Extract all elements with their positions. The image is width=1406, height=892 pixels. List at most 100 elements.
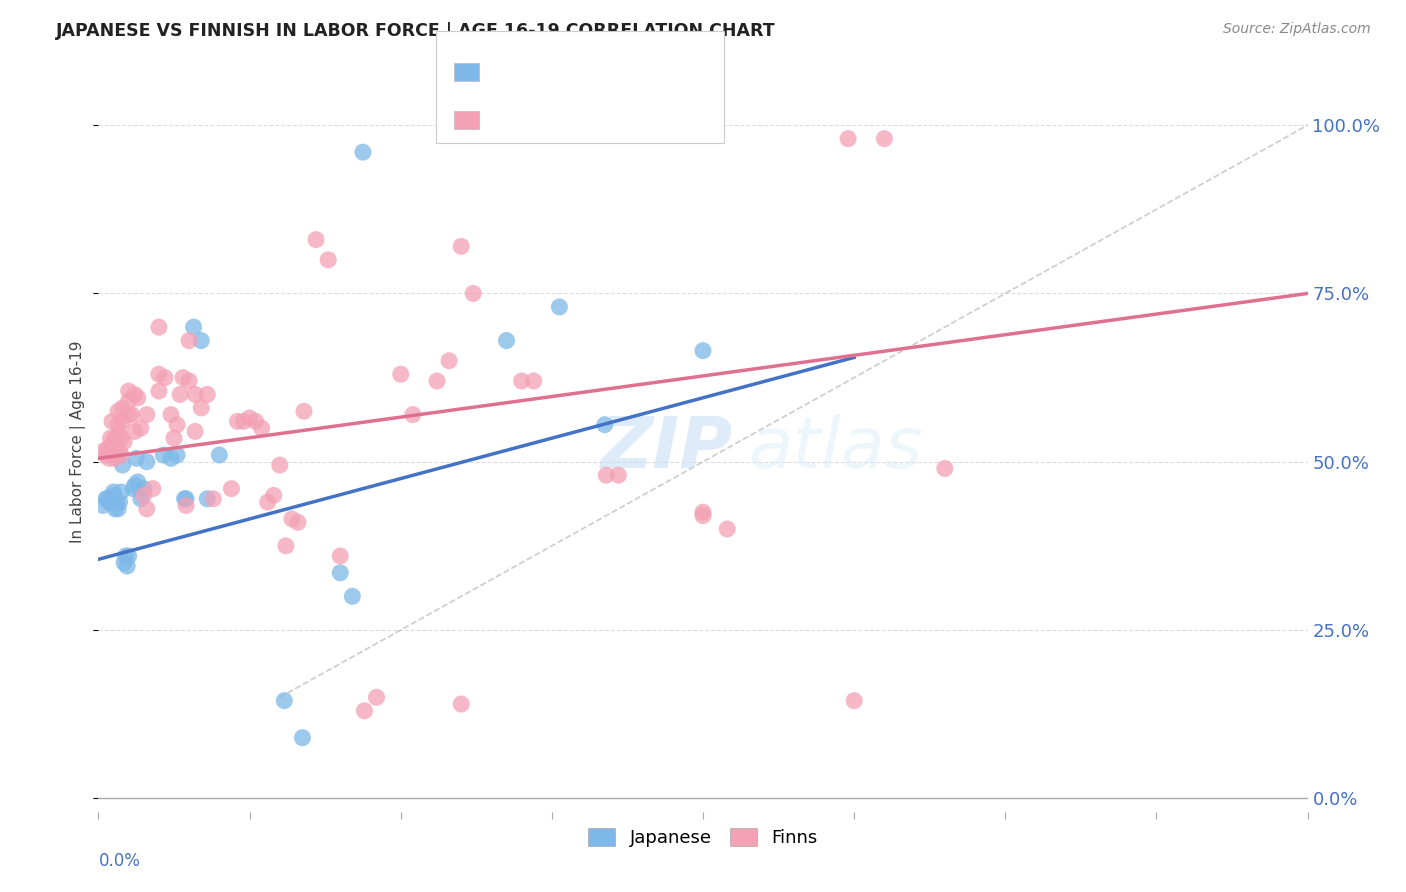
Point: [110, 431, 132, 445]
Point: [692, 505, 714, 519]
Point: [135, 501, 157, 516]
Text: R = 0.275   N = 85: R = 0.275 N = 85: [488, 111, 672, 128]
Point: [163, 431, 186, 445]
Point: [426, 374, 449, 388]
Point: [111, 414, 134, 428]
Point: [129, 421, 152, 435]
Point: [115, 559, 138, 574]
Point: [94, 448, 117, 462]
Point: [129, 491, 152, 506]
Point: [183, 320, 205, 334]
Point: [184, 425, 207, 439]
Point: [274, 539, 297, 553]
Point: [132, 482, 155, 496]
Point: [352, 145, 374, 160]
Point: [105, 431, 128, 445]
Point: [463, 286, 485, 301]
Point: [91, 444, 114, 458]
Text: 0.0%: 0.0%: [98, 853, 141, 871]
Point: [148, 320, 170, 334]
Point: [107, 501, 129, 516]
Point: [450, 697, 472, 711]
Point: [124, 387, 146, 401]
Point: [366, 690, 388, 705]
Point: [118, 384, 141, 398]
Point: [112, 556, 135, 570]
Point: [190, 401, 212, 415]
Point: [595, 468, 617, 483]
Point: [121, 408, 143, 422]
Point: [190, 334, 212, 348]
Point: [450, 239, 472, 253]
Point: [716, 522, 738, 536]
Point: [208, 448, 231, 462]
Point: [495, 334, 517, 348]
Point: [329, 566, 352, 580]
Point: [239, 411, 262, 425]
Point: [256, 495, 278, 509]
Legend: Japanese, Finns: Japanese, Finns: [581, 821, 825, 855]
Point: [152, 448, 174, 462]
Point: [353, 704, 375, 718]
Point: [118, 394, 141, 409]
Point: [135, 408, 157, 422]
Point: [287, 516, 309, 530]
Point: [100, 444, 122, 458]
Point: [105, 495, 128, 509]
Point: [104, 438, 127, 452]
Point: [179, 334, 201, 348]
Text: Source: ZipAtlas.com: Source: ZipAtlas.com: [1223, 22, 1371, 37]
Point: [523, 374, 546, 388]
Point: [124, 425, 146, 439]
Point: [100, 431, 122, 445]
Point: [342, 590, 364, 604]
Point: [101, 495, 124, 509]
Point: [103, 488, 125, 502]
Point: [844, 694, 866, 708]
Point: [104, 431, 127, 445]
Point: [173, 491, 195, 506]
Point: [105, 444, 128, 458]
Point: [281, 512, 304, 526]
Point: [108, 495, 131, 509]
Point: [103, 485, 125, 500]
Point: [110, 448, 132, 462]
Point: [100, 495, 122, 509]
Point: [305, 233, 328, 247]
Point: [202, 491, 225, 506]
Point: [934, 461, 956, 475]
Point: [108, 427, 131, 442]
Point: [195, 491, 218, 506]
Point: [263, 488, 285, 502]
Point: [112, 434, 135, 449]
Point: [837, 131, 859, 145]
Point: [291, 731, 314, 745]
Point: [329, 549, 352, 563]
Point: [437, 353, 460, 368]
Point: [174, 491, 197, 506]
Point: [103, 434, 125, 449]
Point: [316, 252, 339, 267]
Point: [160, 408, 183, 422]
Point: [148, 368, 170, 382]
Point: [103, 444, 125, 458]
Point: [110, 485, 132, 500]
Point: [98, 495, 121, 509]
Point: [232, 414, 254, 428]
Point: [104, 451, 127, 466]
Point: [111, 401, 134, 415]
Point: [195, 387, 218, 401]
Point: [135, 455, 157, 469]
Point: [692, 508, 714, 523]
Point: [273, 694, 295, 708]
Point: [118, 408, 141, 422]
Point: [111, 458, 134, 472]
Point: [118, 549, 141, 563]
Point: [103, 448, 125, 462]
Point: [96, 491, 118, 506]
Point: [91, 499, 114, 513]
Text: atlas: atlas: [748, 414, 922, 483]
Point: [98, 451, 121, 466]
Point: [548, 300, 571, 314]
Point: [174, 499, 197, 513]
